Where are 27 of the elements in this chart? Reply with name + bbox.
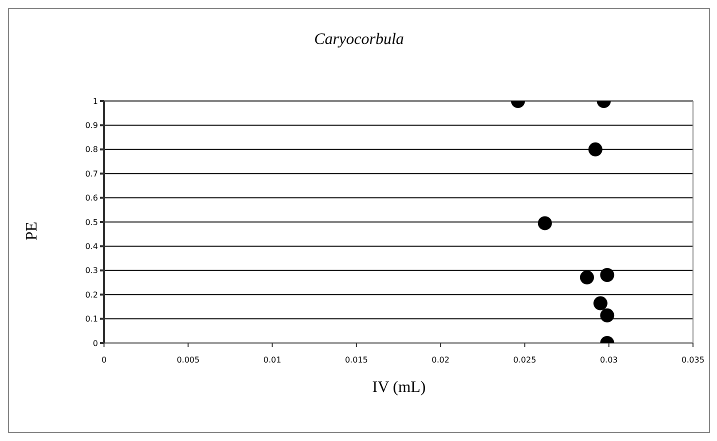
- y-tick-label: 0.1: [85, 314, 98, 324]
- y-tick-label: 0.3: [85, 266, 98, 276]
- x-tick-label: 0: [101, 356, 107, 365]
- y-tick-label: 0.6: [85, 194, 98, 203]
- point: [538, 216, 552, 230]
- point: [600, 268, 614, 282]
- point: [580, 270, 594, 284]
- point: [600, 308, 614, 322]
- y-axis-title: PE: [23, 222, 42, 240]
- chart-title: Caryocorbula: [313, 31, 405, 49]
- x-tick-label: 0.03: [600, 356, 618, 365]
- x-tick-label: 0.02: [432, 356, 450, 365]
- y-tick-label: 0.4: [85, 242, 98, 252]
- y-tick-label: 0.9: [85, 121, 98, 130]
- x-axis-title: IV (mL): [371, 379, 427, 397]
- y-tick-label: 0.7: [85, 169, 98, 178]
- y-tick-label: 1: [92, 96, 98, 106]
- x-tick-label: 0.01: [263, 356, 282, 365]
- y-tick-label: 0.5: [85, 218, 98, 227]
- y-tick-label: 0.2: [85, 290, 98, 300]
- x-tick-label: 0.035: [682, 356, 704, 365]
- y-tick-label: 0: [92, 338, 98, 348]
- x-tick-label: 0.025: [513, 356, 536, 365]
- point: [593, 296, 608, 310]
- x-tick-label: 0.015: [344, 356, 368, 365]
- x-tick-label: 0.005: [176, 356, 200, 365]
- y-tick-label: 0.8: [85, 145, 98, 154]
